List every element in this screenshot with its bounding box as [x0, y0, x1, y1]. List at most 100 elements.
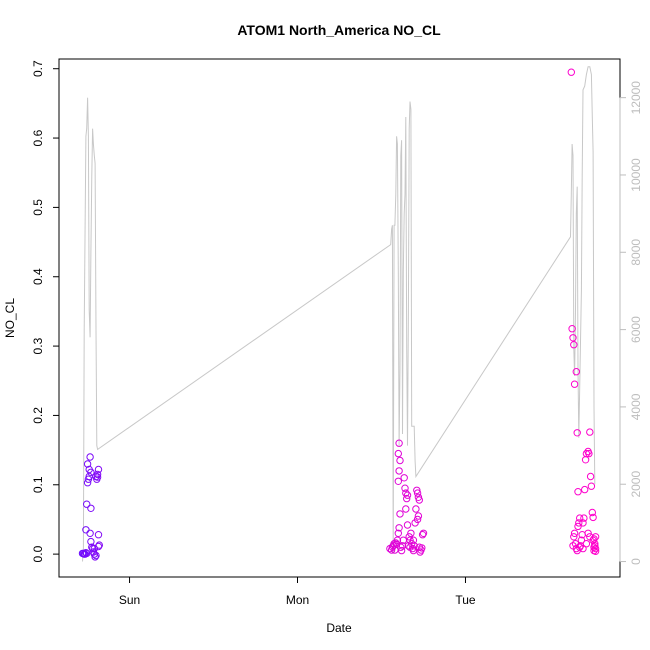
data-point — [414, 512, 423, 520]
data-point — [589, 513, 597, 522]
right-y-tick-label: 4000 — [629, 393, 643, 420]
y-tick-label: 0.1 — [31, 476, 45, 493]
data-point — [407, 529, 415, 537]
data-point — [581, 485, 589, 494]
data-point — [394, 529, 402, 537]
data-point — [569, 334, 577, 342]
data-point — [412, 505, 420, 513]
y-axis-right: 0 2000 4000 6000 8000 10000 12000 — [619, 81, 643, 565]
data-point — [93, 473, 102, 481]
data-point — [400, 474, 408, 482]
data-point — [413, 515, 422, 524]
y-tick-label: 0.2 — [31, 407, 45, 424]
y-tick-label: 0.5 — [31, 199, 45, 216]
data-point — [395, 524, 403, 532]
data-point — [568, 325, 576, 333]
data-point — [591, 547, 600, 555]
data-point — [410, 542, 418, 550]
data-point — [83, 549, 91, 558]
data-point — [403, 521, 412, 529]
right-y-tick-label: 12000 — [629, 81, 643, 115]
data-point — [409, 536, 418, 544]
y-tick-label: 0.3 — [31, 337, 45, 354]
x-axis-label: Date — [326, 621, 352, 635]
data-point — [401, 484, 409, 492]
data-point — [92, 551, 100, 560]
data-point — [590, 543, 598, 551]
data-point — [584, 529, 592, 537]
data-point — [587, 482, 596, 490]
data-point — [87, 537, 95, 546]
right-y-tick-label: 2000 — [629, 471, 643, 498]
data-point — [589, 536, 597, 544]
data-point — [394, 477, 402, 485]
data-point — [403, 491, 412, 499]
data-point — [397, 546, 406, 555]
data-point — [395, 439, 403, 447]
data-point — [586, 428, 594, 436]
data-point — [94, 531, 103, 539]
x-axis: Sun Mon Tue — [119, 576, 476, 607]
data-point — [93, 470, 102, 479]
data-point — [580, 514, 588, 522]
data-point — [87, 504, 95, 512]
data-point — [94, 542, 103, 551]
data-point — [573, 429, 581, 437]
data-point — [418, 544, 426, 552]
right-y-tick-label: 0 — [629, 558, 643, 565]
data-point — [570, 529, 579, 537]
data-points — [78, 68, 600, 561]
data-point — [582, 449, 591, 458]
data-point — [576, 543, 584, 551]
data-point — [570, 341, 578, 349]
data-point — [394, 449, 402, 458]
data-point — [570, 380, 579, 388]
data-point — [572, 368, 580, 376]
data-point — [574, 488, 582, 496]
data-point — [585, 449, 593, 458]
right-y-tick-label: 10000 — [629, 158, 643, 192]
x-tick-label: Tue — [455, 593, 476, 607]
data-point — [402, 489, 410, 497]
data-point — [91, 553, 99, 561]
data-point — [577, 536, 586, 544]
y-tick-label: 0.6 — [31, 129, 45, 146]
right-y-tick-label: 6000 — [629, 316, 643, 343]
data-point — [582, 540, 591, 548]
data-point — [86, 529, 94, 537]
data-point — [95, 541, 104, 549]
data-point — [419, 529, 428, 537]
data-point — [403, 494, 411, 503]
data-point — [397, 543, 405, 551]
x-tick-label: Sun — [119, 593, 140, 607]
data-point — [590, 535, 598, 543]
data-point — [83, 460, 92, 468]
data-point — [406, 543, 414, 551]
data-point — [86, 453, 94, 461]
y-axis-label: NO_CL — [3, 298, 17, 338]
x-tick-label: Mon — [286, 593, 309, 607]
data-point — [402, 505, 410, 513]
data-point — [396, 456, 404, 465]
data-point — [413, 489, 422, 497]
data-point — [574, 522, 582, 531]
data-point — [90, 544, 99, 553]
data-point — [415, 496, 423, 504]
data-point — [586, 472, 595, 481]
chart-title: ATOM1 North_America NO_CL — [237, 22, 441, 38]
y-tick-label: 0.4 — [31, 268, 45, 285]
data-point — [567, 68, 575, 76]
data-point — [575, 519, 583, 527]
data-point — [87, 468, 95, 476]
data-point — [579, 544, 587, 553]
data-point — [591, 540, 599, 548]
data-point — [408, 540, 416, 548]
right-y-tick-label: 8000 — [629, 239, 643, 266]
y-axis-left: 0.0 0.1 0.2 0.3 0.4 0.5 0.6 0.7 — [31, 60, 60, 562]
data-point — [570, 533, 578, 541]
data-point — [94, 465, 103, 474]
y-tick-label: 0.0 — [31, 545, 45, 562]
data-point — [418, 531, 427, 539]
